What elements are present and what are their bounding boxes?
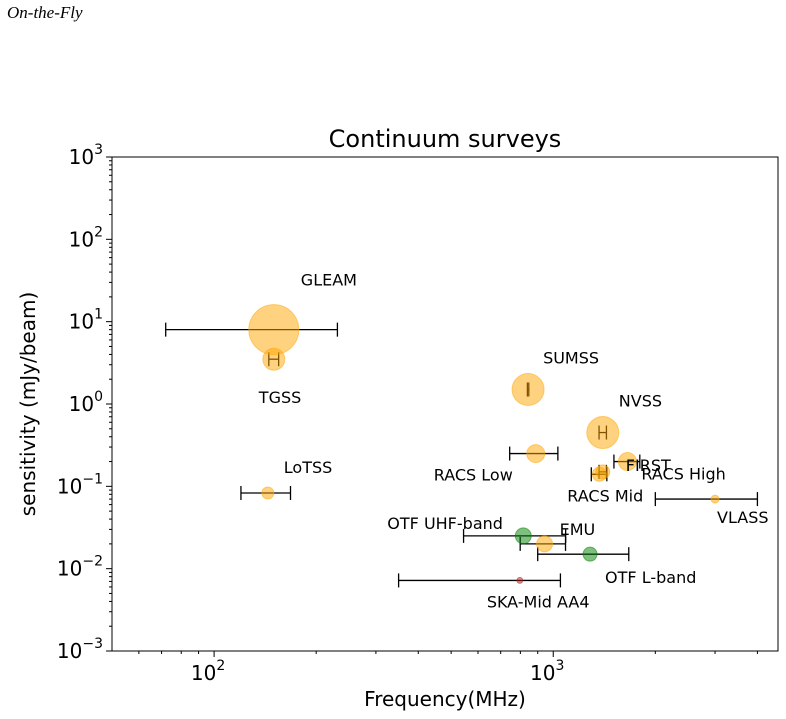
x-axis-label: Frequency(MHz) [364, 687, 526, 711]
point-label: NVSS [619, 392, 662, 411]
x-tick-label: 103 [530, 658, 564, 685]
point-label: OTF UHF-band [387, 514, 503, 533]
y-tick-label: 10−2 [57, 554, 103, 581]
y-tick-label: 100 [69, 389, 103, 416]
y-tick-label: 10−3 [57, 636, 103, 663]
point-label: SKA-Mid AA4 [487, 592, 590, 611]
data-point [262, 347, 286, 371]
point-label: VLASS [717, 508, 768, 527]
point-label: RACS Mid [567, 486, 643, 505]
data-point [586, 416, 620, 450]
markers [248, 304, 720, 584]
chart-title: Continuum surveys [329, 125, 562, 153]
point-label: FIRST [626, 456, 671, 475]
point-label: OTF L-band [605, 568, 696, 587]
point-label: RACS Low [434, 466, 513, 485]
data-point [582, 546, 598, 562]
x-tick-label: 102 [191, 658, 225, 685]
y-axis-label: sensitivity (mJy/beam) [16, 292, 40, 517]
point-label: SUMSS [543, 349, 599, 368]
data-point [710, 494, 720, 504]
point-label: LoTSS [284, 458, 333, 477]
data-point [511, 373, 545, 407]
y-tick-label: 103 [69, 142, 103, 169]
y-tick-label: 102 [69, 224, 103, 251]
data-point [261, 486, 275, 500]
point-label: EMU [560, 520, 596, 539]
running-title: On-the-Fly [7, 3, 83, 22]
y-tick-label: 101 [69, 307, 103, 334]
axis-ticks: 10−3 10−2 10−1 100 101 102 103 102 103 [57, 142, 758, 685]
plot-frame [111, 156, 779, 652]
data-point [514, 527, 532, 545]
data-point [526, 444, 546, 464]
data-point [591, 466, 607, 482]
data-point [617, 452, 637, 472]
data-point [516, 576, 524, 584]
point-label: TGSS [258, 388, 301, 407]
point-label: GLEAM [301, 271, 357, 290]
data-point [536, 535, 554, 553]
point-label: RACS High [641, 465, 725, 484]
y-tick-label: 10−1 [57, 471, 103, 498]
data-point [248, 304, 300, 356]
